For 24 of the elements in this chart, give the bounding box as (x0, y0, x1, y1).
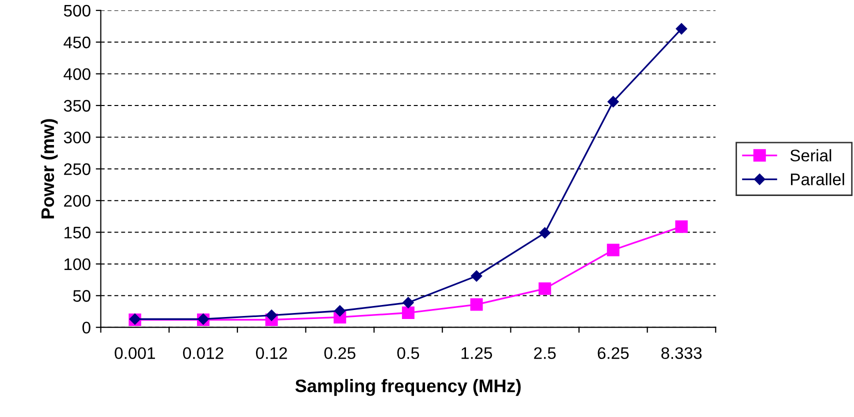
y-tick-label: 100 (64, 258, 90, 270)
x-tick-label: 0.001 (114, 347, 155, 360)
x-tick-label: 0.012 (183, 347, 224, 360)
x-tick-label: 0.25 (324, 347, 356, 360)
x-axis-title: Sampling frequency (MHz) (295, 378, 521, 396)
x-tick-label: 0.12 (256, 347, 287, 360)
y-tick-label: 200 (64, 194, 90, 207)
legend-label: Serial (790, 149, 832, 162)
y-tick-label: 500 (64, 4, 90, 17)
x-tick-label: 6.25 (598, 347, 629, 360)
y-tick-label: 0 (82, 322, 90, 334)
y-tick-label: 150 (64, 226, 90, 238)
y-tick-label: 450 (64, 36, 90, 48)
y-tick-label: 400 (64, 68, 90, 80)
y-tick-label: 250 (64, 163, 90, 176)
legend-label: Parallel (790, 173, 844, 186)
y-tick-label: 350 (64, 100, 90, 112)
y-tick-label: 50 (73, 290, 90, 302)
y-tick-label: 300 (64, 132, 90, 144)
x-tick-label: 2.5 (534, 347, 556, 360)
x-tick-label: 0.5 (397, 347, 420, 360)
x-tick-label: 1.25 (462, 347, 492, 360)
x-tick-label: 8.333 (661, 347, 702, 360)
y-axis-title: Power (mw) (40, 119, 58, 218)
